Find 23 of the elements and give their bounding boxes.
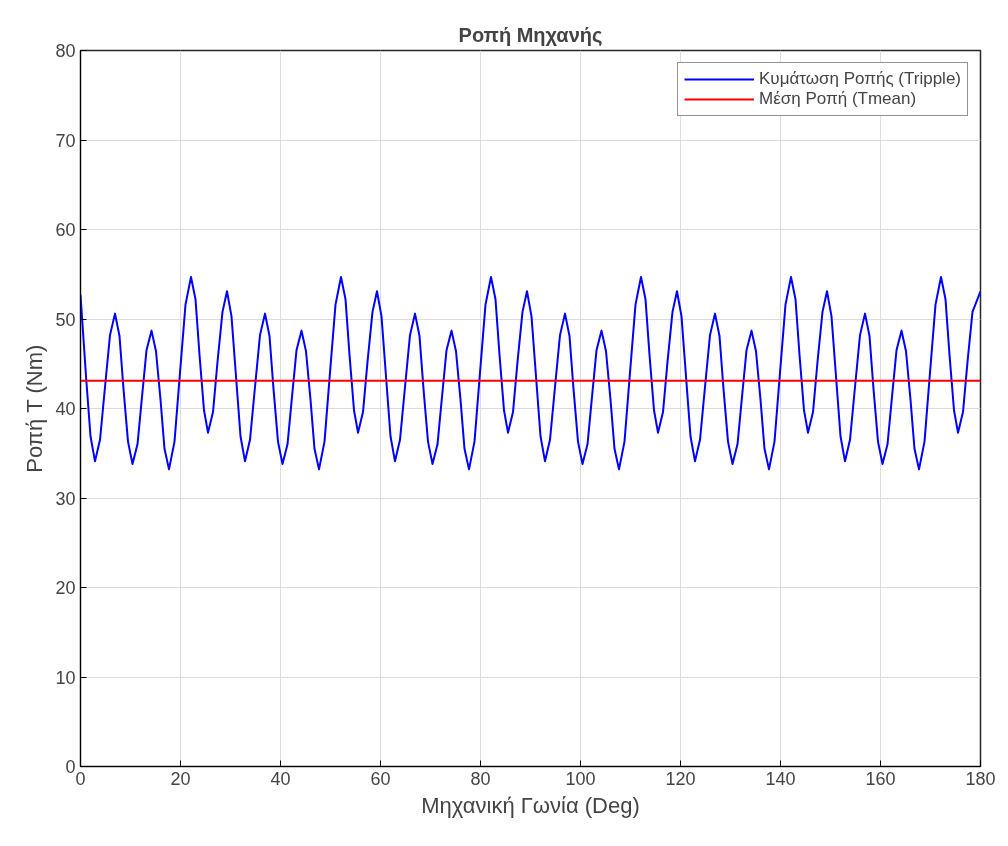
x-tick-label: 20: [170, 768, 191, 789]
legend-label: Κυμάτωση Ροπής (Tripple): [759, 69, 961, 89]
x-axis-title: Μηχανική Γωνία (Deg): [421, 792, 640, 818]
line-series: [80, 275, 981, 471]
y-tick-label: 20: [55, 578, 76, 598]
x-tick-label: 120: [665, 768, 696, 789]
x-tick-label: 180: [965, 768, 996, 789]
y-tick-label: 50: [55, 309, 76, 330]
y-tick-label: 60: [55, 220, 76, 240]
y-tick-label: 70: [55, 130, 76, 151]
x-tick-label: 100: [565, 768, 596, 789]
y-tick-label: 40: [55, 399, 76, 419]
chart-title: Ροπή Μηχανής: [458, 23, 603, 46]
x-tick-label: 60: [370, 768, 391, 789]
y-tick-label: 80: [55, 41, 76, 61]
x-tick-label: 160: [865, 768, 896, 789]
x-tick-label: 140: [765, 768, 796, 789]
legend-label: Μέση Ροπή (Tmean): [759, 89, 917, 109]
x-tick-label: 40: [270, 768, 291, 789]
y-axis-title: Ροπή T (Nm): [22, 344, 48, 473]
x-tick-label: 80: [470, 768, 491, 789]
y-tick-label: 30: [55, 488, 76, 509]
y-tick-label: 10: [55, 667, 76, 688]
